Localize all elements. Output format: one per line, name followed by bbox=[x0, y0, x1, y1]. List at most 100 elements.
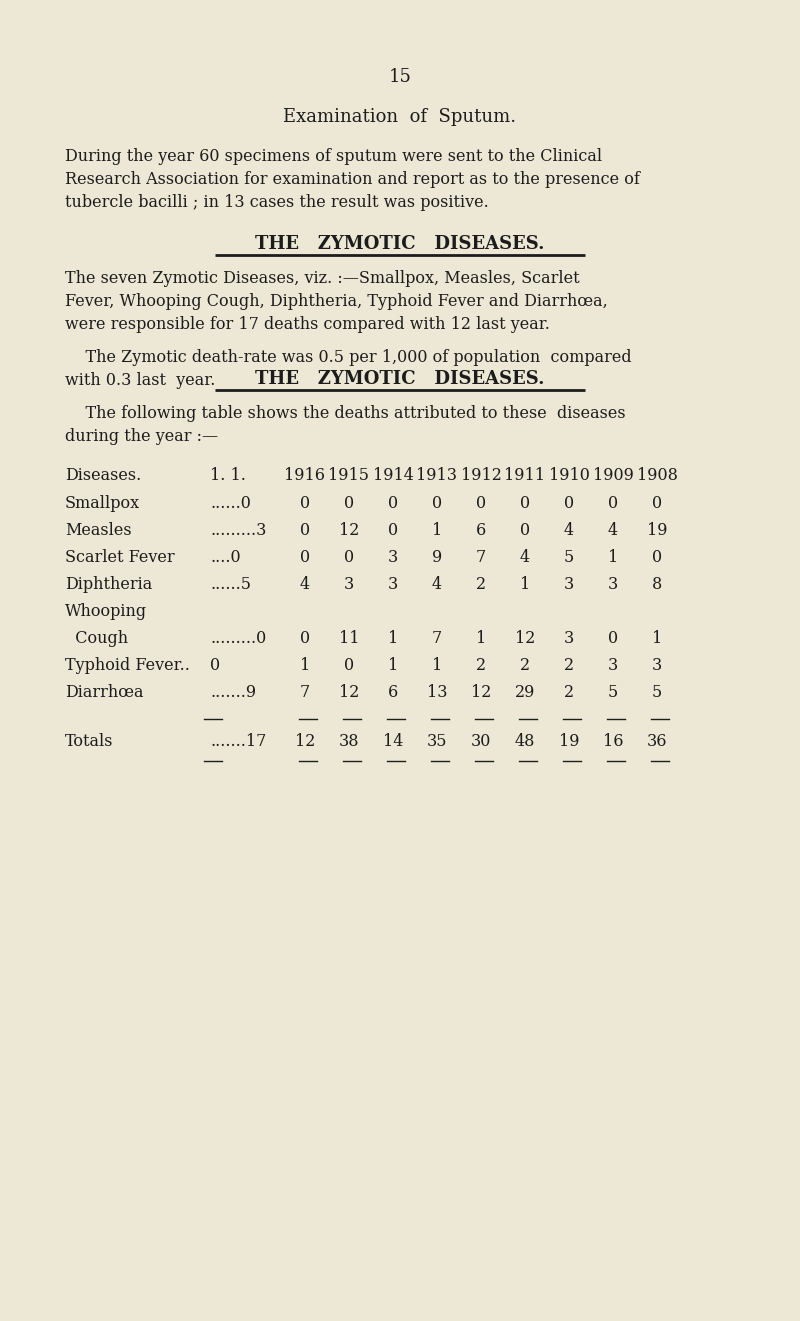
Text: 4: 4 bbox=[300, 576, 310, 593]
Text: 0: 0 bbox=[476, 495, 486, 513]
Text: 3: 3 bbox=[608, 576, 618, 593]
Text: ....0: ....0 bbox=[210, 550, 241, 565]
Text: 7: 7 bbox=[432, 630, 442, 647]
Text: 5: 5 bbox=[608, 684, 618, 701]
Text: 0: 0 bbox=[608, 630, 618, 647]
Text: with 0.3 last  year.: with 0.3 last year. bbox=[65, 373, 215, 388]
Text: 2: 2 bbox=[476, 657, 486, 674]
Text: 4: 4 bbox=[564, 522, 574, 539]
Text: Scarlet Fever: Scarlet Fever bbox=[65, 550, 174, 565]
Text: 11: 11 bbox=[338, 630, 359, 647]
Text: Fever, Whooping Cough, Diphtheria, Typhoid Fever and Diarrhœa,: Fever, Whooping Cough, Diphtheria, Typho… bbox=[65, 293, 608, 310]
Text: 3: 3 bbox=[652, 657, 662, 674]
Text: The Zymotic death-rate was 0.5 per 1,000 of population  compared: The Zymotic death-rate was 0.5 per 1,000… bbox=[65, 349, 632, 366]
Text: 0: 0 bbox=[520, 495, 530, 513]
Text: 4: 4 bbox=[520, 550, 530, 565]
Text: Diseases.: Diseases. bbox=[65, 468, 142, 483]
Text: during the year :—: during the year :— bbox=[65, 428, 218, 445]
Text: 3: 3 bbox=[388, 576, 398, 593]
Text: 1913: 1913 bbox=[417, 468, 458, 483]
Text: 1912: 1912 bbox=[461, 468, 502, 483]
Text: 1915: 1915 bbox=[329, 468, 370, 483]
Text: Typhoid Fever..: Typhoid Fever.. bbox=[65, 657, 190, 674]
Text: 0: 0 bbox=[432, 495, 442, 513]
Text: 1: 1 bbox=[476, 630, 486, 647]
Text: 6: 6 bbox=[476, 522, 486, 539]
Text: .........0: .........0 bbox=[210, 630, 266, 647]
Text: 1916: 1916 bbox=[285, 468, 326, 483]
Text: 9: 9 bbox=[432, 550, 442, 565]
Text: 35: 35 bbox=[426, 733, 447, 750]
Text: 14: 14 bbox=[383, 733, 403, 750]
Text: 48: 48 bbox=[515, 733, 535, 750]
Text: 8: 8 bbox=[652, 576, 662, 593]
Text: 1: 1 bbox=[432, 522, 442, 539]
Text: Measles: Measles bbox=[65, 522, 132, 539]
Text: 1: 1 bbox=[520, 576, 530, 593]
Text: 29: 29 bbox=[515, 684, 535, 701]
Text: 12: 12 bbox=[339, 684, 359, 701]
Text: 0: 0 bbox=[300, 495, 310, 513]
Text: 1910: 1910 bbox=[549, 468, 590, 483]
Text: 16: 16 bbox=[602, 733, 623, 750]
Text: 12: 12 bbox=[515, 630, 535, 647]
Text: 0: 0 bbox=[564, 495, 574, 513]
Text: 15: 15 bbox=[389, 67, 411, 86]
Text: 0: 0 bbox=[388, 522, 398, 539]
Text: 0: 0 bbox=[300, 630, 310, 647]
Text: Cough: Cough bbox=[65, 630, 128, 647]
Text: 1. 1.: 1. 1. bbox=[210, 468, 246, 483]
Text: 2: 2 bbox=[564, 684, 574, 701]
Text: Diphtheria: Diphtheria bbox=[65, 576, 152, 593]
Text: tubercle bacilli ; in 13 cases the result was positive.: tubercle bacilli ; in 13 cases the resul… bbox=[65, 194, 489, 211]
Text: Examination  of  Sputum.: Examination of Sputum. bbox=[283, 108, 517, 125]
Text: 0: 0 bbox=[608, 495, 618, 513]
Text: 7: 7 bbox=[476, 550, 486, 565]
Text: 1: 1 bbox=[608, 550, 618, 565]
Text: 0: 0 bbox=[344, 657, 354, 674]
Text: 1911: 1911 bbox=[505, 468, 546, 483]
Text: 3: 3 bbox=[564, 630, 574, 647]
Text: 0: 0 bbox=[652, 495, 662, 513]
Text: 1909: 1909 bbox=[593, 468, 634, 483]
Text: ......5: ......5 bbox=[210, 576, 251, 593]
Text: 1908: 1908 bbox=[637, 468, 678, 483]
Text: 1: 1 bbox=[300, 657, 310, 674]
Text: 4: 4 bbox=[608, 522, 618, 539]
Text: 2: 2 bbox=[564, 657, 574, 674]
Text: 0: 0 bbox=[652, 550, 662, 565]
Text: 0: 0 bbox=[520, 522, 530, 539]
Text: 1: 1 bbox=[388, 657, 398, 674]
Text: 12: 12 bbox=[339, 522, 359, 539]
Text: 0: 0 bbox=[300, 550, 310, 565]
Text: 5: 5 bbox=[564, 550, 574, 565]
Text: 3: 3 bbox=[564, 576, 574, 593]
Text: Totals: Totals bbox=[65, 733, 114, 750]
Text: .......17: .......17 bbox=[210, 733, 266, 750]
Text: 0: 0 bbox=[210, 657, 220, 674]
Text: ......0: ......0 bbox=[210, 495, 251, 513]
Text: Diarrhœa: Diarrhœa bbox=[65, 684, 143, 701]
Text: 12: 12 bbox=[295, 733, 315, 750]
Text: 3: 3 bbox=[344, 576, 354, 593]
Text: were responsible for 17 deaths compared with 12 last year.: were responsible for 17 deaths compared … bbox=[65, 316, 550, 333]
Text: 0: 0 bbox=[388, 495, 398, 513]
Text: 1: 1 bbox=[388, 630, 398, 647]
Text: The seven Zymotic Diseases, viz. :—Smallpox, Measles, Scarlet: The seven Zymotic Diseases, viz. :—Small… bbox=[65, 269, 580, 287]
Text: Smallpox: Smallpox bbox=[65, 495, 140, 513]
Text: 2: 2 bbox=[476, 576, 486, 593]
Text: 7: 7 bbox=[300, 684, 310, 701]
Text: .......9: .......9 bbox=[210, 684, 256, 701]
Text: 1914: 1914 bbox=[373, 468, 414, 483]
Text: 3: 3 bbox=[608, 657, 618, 674]
Text: The following table shows the deaths attributed to these  diseases: The following table shows the deaths att… bbox=[65, 406, 626, 421]
Text: .........3: .........3 bbox=[210, 522, 266, 539]
Text: Research Association for examination and report as to the presence of: Research Association for examination and… bbox=[65, 170, 640, 188]
Text: 19: 19 bbox=[558, 733, 579, 750]
Text: 6: 6 bbox=[388, 684, 398, 701]
Text: 2: 2 bbox=[520, 657, 530, 674]
Text: 38: 38 bbox=[338, 733, 359, 750]
Text: 13: 13 bbox=[426, 684, 447, 701]
Text: 1: 1 bbox=[652, 630, 662, 647]
Text: 5: 5 bbox=[652, 684, 662, 701]
